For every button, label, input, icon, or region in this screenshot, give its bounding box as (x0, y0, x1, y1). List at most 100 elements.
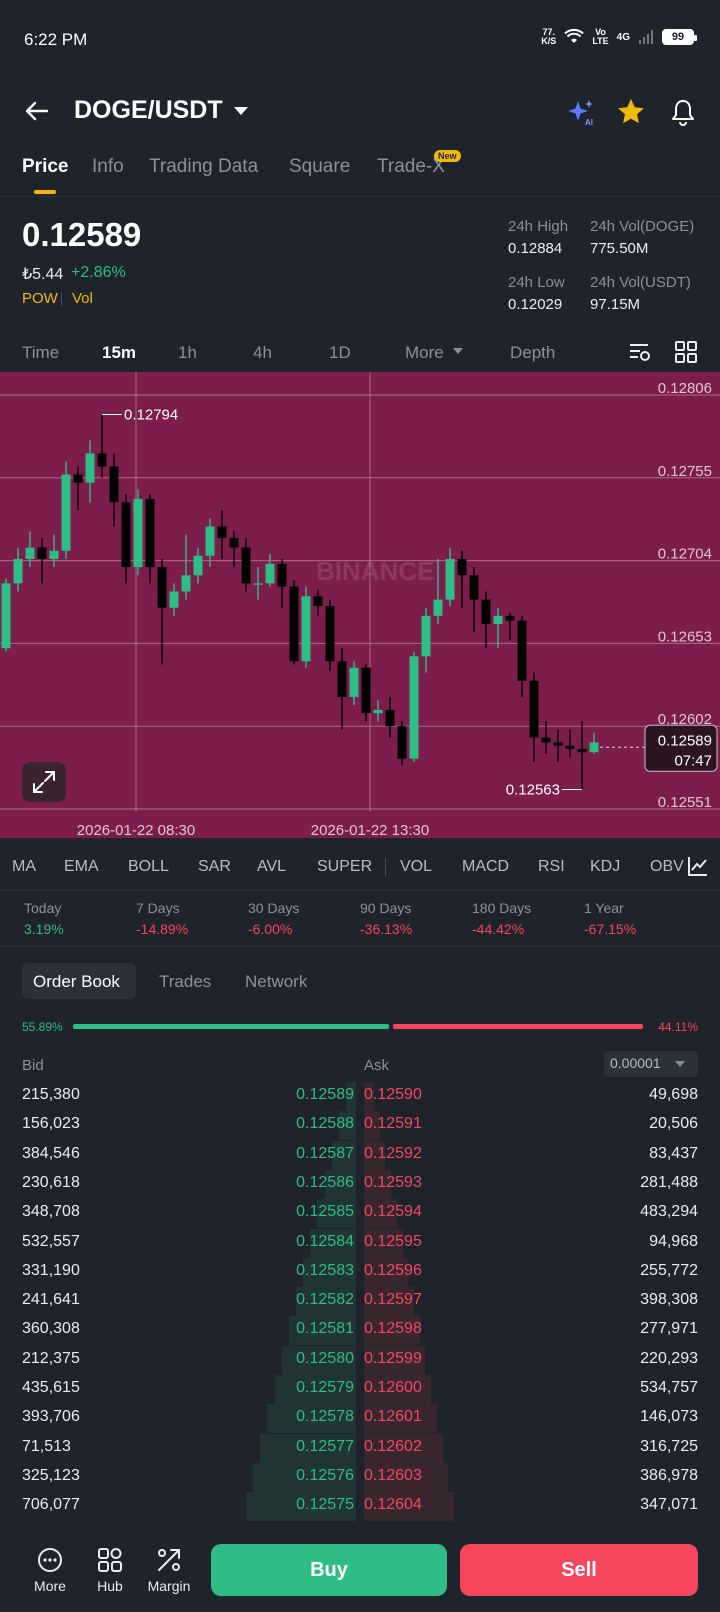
timeframe-1h[interactable]: 1h (178, 343, 197, 362)
tab-network[interactable]: Network (245, 972, 308, 991)
order-book-row[interactable]: 331,190 0.12583 0.12596 255,772 (0, 1257, 720, 1287)
bell-icon[interactable] (668, 97, 698, 127)
indicator-super[interactable]: SUPER (317, 858, 373, 875)
bottom-hub[interactable]: Hub (82, 1546, 138, 1594)
depth-tab[interactable]: Depth (510, 343, 556, 362)
tab-square[interactable]: Square (289, 156, 351, 177)
candlestick-chart[interactable]: BINANCE 0.12806 0.12755 0.12704 0.12653 0.12… (0, 372, 720, 838)
bid-quantity: 241,641 (22, 1291, 80, 1309)
indicator-ema[interactable]: EMA (64, 858, 99, 875)
indicator-boll[interactable]: BOLL (128, 858, 169, 875)
star-icon[interactable] (616, 97, 646, 127)
timeframe-1d[interactable]: 1D (329, 343, 351, 362)
indicator-divider (0, 890, 720, 891)
grid-layout-icon[interactable] (674, 340, 698, 364)
candle (385, 709, 395, 727)
tab-order-book[interactable]: Order Book (33, 972, 120, 991)
bid-depth-bar (338, 1111, 356, 1141)
candle (73, 474, 83, 483)
bid-depth-bar (267, 1404, 356, 1434)
bid-quantity: 215,380 (22, 1086, 80, 1103)
order-book-row[interactable]: 325,123 0.12576 0.12603 386,978 (0, 1462, 720, 1492)
order-book-row[interactable]: 215,380 0.12589 0.12590 49,698 (0, 1082, 720, 1111)
candle (505, 615, 515, 621)
candle (277, 563, 287, 587)
buy-button[interactable]: Buy (211, 1544, 447, 1596)
timeframe-15m[interactable]: 15m (102, 343, 137, 362)
order-book-row[interactable]: 241,641 0.12582 0.12597 398,308 (0, 1287, 720, 1317)
y-tick-label: 0.12602 (658, 711, 712, 728)
tab-info[interactable]: Info (92, 156, 124, 177)
price-chart[interactable]: BINANCE 0.12806 0.12755 0.12704 0.12653 0.12… (0, 372, 720, 838)
order-book-row[interactable]: 156,023 0.12588 0.12591 20,506 (0, 1111, 720, 1141)
sell-button[interactable]: Sell (460, 1544, 698, 1596)
precision-select[interactable]: 0.00001 (604, 1051, 698, 1077)
candle (529, 680, 539, 738)
ask-price: 0.12590 (364, 1086, 422, 1103)
tab-price[interactable]: Price (22, 156, 69, 177)
perf-divider (0, 946, 720, 947)
indicator-vol[interactable]: VOL (400, 858, 433, 875)
indicator-rsi[interactable]: RSI (538, 858, 565, 875)
stat-high-value: 0.12884 (508, 240, 563, 257)
indicator-settings-icon[interactable] (686, 854, 710, 878)
bottom-margin[interactable]: Margin (141, 1546, 197, 1594)
order-book-row[interactable]: 384,546 0.12587 0.12592 83,437 (0, 1140, 720, 1170)
candle (61, 474, 71, 551)
indicator-avl[interactable]: AVL (257, 858, 287, 875)
order-book-row[interactable]: 71,513 0.12577 0.12602 316,725 (0, 1433, 720, 1463)
indicator-kdj[interactable]: KDJ (590, 858, 621, 875)
ask-ratio-bar (393, 1024, 643, 1029)
back-arrow-icon[interactable] (22, 96, 52, 126)
tag-pow[interactable]: POW (22, 290, 58, 307)
order-book-row[interactable]: 230,618 0.12586 0.12593 281,488 (0, 1169, 720, 1199)
candle (337, 661, 347, 697)
order-book-row[interactable]: 393,706 0.12578 0.12601 146,073 (0, 1404, 720, 1434)
bid-quantity: 706,077 (22, 1496, 80, 1514)
candle (553, 742, 563, 746)
tag-vol[interactable]: Vol (72, 290, 93, 307)
indicator-obv[interactable]: OBV (650, 858, 684, 875)
candle (493, 615, 503, 624)
candle (193, 555, 203, 576)
order-book-row[interactable]: 532,557 0.12584 0.12595 94,968 (0, 1228, 720, 1258)
candle (157, 567, 167, 608)
indicator-ma[interactable]: MA (12, 858, 36, 875)
fullscreen-button[interactable] (22, 762, 66, 802)
ask-quantity: 534,757 (640, 1379, 698, 1396)
order-book-row[interactable]: 212,375 0.12580 0.12599 220,293 (0, 1345, 720, 1375)
timeframe-4h[interactable]: 4h (253, 343, 272, 362)
ask-quantity: 20,506 (649, 1115, 698, 1133)
candle (85, 453, 95, 483)
indicator-sar[interactable]: SAR (198, 858, 231, 875)
ai-sparkle-icon[interactable]: AI (566, 97, 596, 127)
order-book-row[interactable]: 360,308 0.12581 0.12598 277,971 (0, 1316, 720, 1346)
ask-depth-bar (364, 1140, 386, 1170)
ask-quantity: 83,437 (649, 1144, 698, 1162)
stat-low-value: 0.12029 (508, 296, 563, 313)
chart-settings-icon[interactable] (628, 340, 652, 364)
bid-ratio-bar (73, 1024, 390, 1029)
order-book-row[interactable]: 348,708 0.12585 0.12594 483,294 (0, 1199, 720, 1229)
bid-price: 0.12579 (296, 1379, 354, 1396)
countdown-label: 07:47 (674, 752, 712, 769)
chevron-down-icon[interactable] (234, 107, 248, 115)
tab-trades[interactable]: Trades (159, 972, 212, 991)
tab-underline (34, 190, 56, 194)
bottom-more[interactable]: More (22, 1546, 78, 1594)
pair-title[interactable]: DOGE/USDT (74, 96, 223, 124)
order-book-row[interactable]: 435,615 0.12579 0.12600 534,757 (0, 1375, 720, 1404)
timeframe-time[interactable]: Time (22, 343, 60, 362)
network-type: 4G (616, 31, 630, 43)
ask-quantity: 316,725 (640, 1437, 698, 1455)
bid-depth-bar (303, 1257, 356, 1287)
tab-trading-data[interactable]: Trading Data (149, 156, 259, 177)
order-book-row[interactable]: 706,077 0.12575 0.12604 347,071 (0, 1492, 720, 1522)
tab-trade-x[interactable]: Trade-X (377, 156, 445, 177)
indicator-macd[interactable]: MACD (462, 858, 510, 875)
svg-text:AI: AI (585, 118, 593, 127)
ask-depth-bar (364, 1375, 432, 1404)
bid-quantity: 331,190 (22, 1261, 80, 1279)
perf-label: 30 Days (248, 900, 300, 916)
timeframe-more[interactable]: More (405, 343, 444, 362)
